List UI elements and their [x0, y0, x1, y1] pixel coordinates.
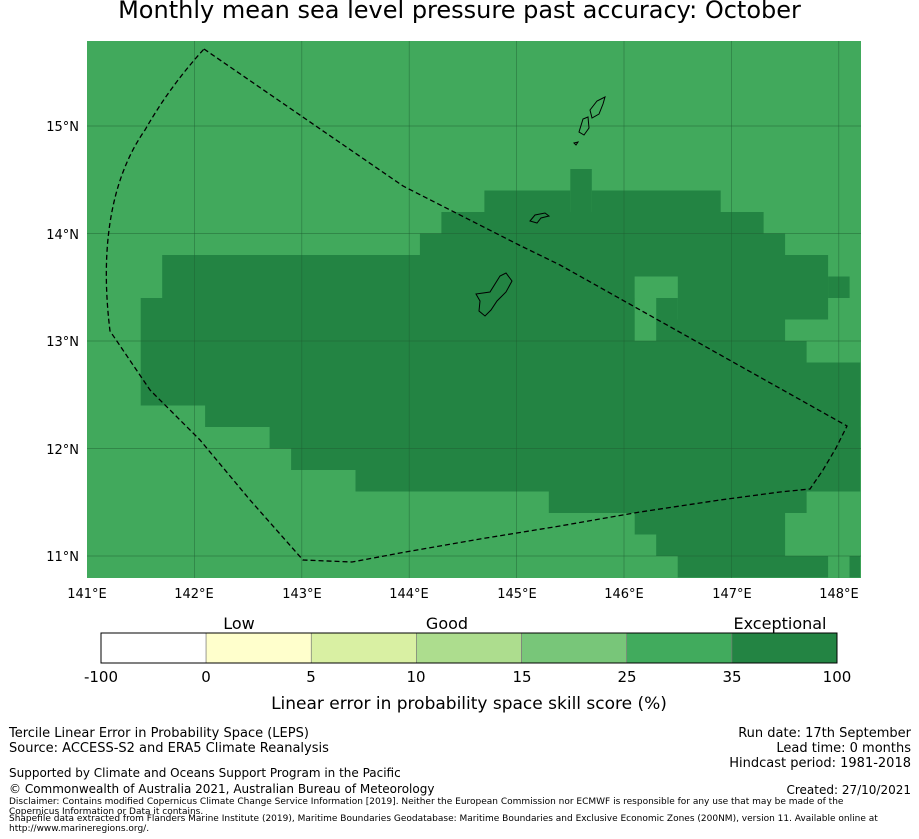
island-rota — [529, 212, 551, 224]
skill-cell-exceptional — [205, 405, 861, 427]
skill-cell-exceptional — [441, 212, 764, 234]
skill-cell-exceptional — [591, 190, 721, 212]
shapefile-text: Shapefile data extracted from Flanders M… — [9, 814, 878, 834]
skill-cell-exceptional — [140, 384, 861, 406]
skill-cell-exceptional — [677, 298, 829, 320]
skill-cell-exceptional — [570, 169, 592, 212]
lon-label: 144°E — [389, 587, 429, 602]
method-text: Tercile Linear Error in Probability Spac… — [9, 726, 309, 741]
skill-cell-exceptional — [634, 513, 786, 535]
created-date: Created: 27/10/2021 — [786, 783, 911, 797]
skill-cell-exceptional — [677, 556, 829, 578]
lon-label: 147°E — [712, 587, 752, 602]
copyright-text: © Commonwealth of Australia 2021, Austra… — [9, 782, 435, 796]
skill-cell-exceptional — [677, 276, 829, 298]
island-aguijan — [573, 141, 580, 146]
lon-label: 148°E — [819, 587, 859, 602]
colorbar-segment — [100, 632, 207, 664]
lat-label: 11°N — [46, 550, 79, 565]
lead-time: Lead time: 0 months — [776, 741, 911, 756]
run-date: Run date: 17th September — [738, 726, 911, 741]
skill-cell-exceptional — [162, 255, 829, 277]
skill-cell-exceptional — [140, 341, 807, 363]
skill-cell-exceptional — [355, 470, 861, 492]
colorbar-segment — [731, 632, 838, 664]
colorbar-segment — [310, 632, 417, 664]
skill-cell-exceptional — [140, 298, 635, 320]
island-guam — [475, 272, 513, 317]
lon-label: 143°E — [282, 587, 322, 602]
colorbar-tick: -100 — [84, 668, 118, 686]
colorbar-segment — [416, 632, 522, 664]
supported-text: Supported by Climate and Oceans Support … — [9, 766, 401, 780]
colorbar-tick: 0 — [201, 668, 211, 686]
source-text: Source: ACCESS-S2 and ERA5 Climate Reana… — [9, 741, 329, 756]
skill-cell-exceptional — [269, 427, 861, 449]
lon-label: 142°E — [174, 587, 214, 602]
category-good: Good — [426, 614, 468, 633]
lat-label: 15°N — [46, 120, 79, 135]
colorbar-segment — [521, 632, 627, 664]
skill-cell-exceptional — [849, 556, 861, 578]
skill-cell-exceptional — [548, 491, 807, 513]
skill-cell-exceptional — [419, 233, 786, 255]
lat-label: 14°N — [46, 228, 79, 243]
skill-cell-exceptional — [162, 276, 635, 298]
skill-cell-exceptional — [140, 319, 635, 341]
colorbar-segments — [100, 632, 838, 664]
lon-label: 145°E — [497, 587, 537, 602]
colorbar-tick: 100 — [823, 668, 852, 686]
colorbar-tick: 10 — [406, 668, 425, 686]
colorbar-segment — [626, 632, 733, 664]
skill-cell-exceptional — [656, 319, 786, 341]
colorbar-segment — [205, 632, 312, 664]
colorbar-tick: 5 — [306, 668, 316, 686]
category-exceptional: Exceptional — [734, 614, 827, 633]
graticule — [87, 41, 861, 578]
hindcast-period: Hindcast period: 1981-2018 — [729, 756, 911, 771]
map-title: Monthly mean sea level pressure past acc… — [118, 0, 801, 24]
islands — [475, 96, 606, 317]
skill-cell-good — [634, 298, 657, 320]
skill-cell-good — [634, 276, 678, 298]
skill-cell-exceptional — [484, 190, 571, 212]
skill-cell-exceptional — [656, 534, 786, 556]
colorbar: Low Good Exceptional -100 0 5 10 15 25 3… — [84, 614, 851, 714]
island-tinian — [578, 116, 590, 136]
lon-label: 141°E — [67, 587, 107, 602]
colorbar-frame — [100, 632, 838, 664]
colorbar-tick: 25 — [617, 668, 636, 686]
colorbar-label: Linear error in probability space skill … — [271, 694, 667, 714]
lat-label: 12°N — [46, 443, 79, 458]
category-low: Low — [223, 614, 255, 633]
eez-boundary — [105, 48, 848, 563]
disclaimer-text: Disclaimer: Contains modified Copernicus… — [9, 797, 844, 817]
skill-cell-exceptional — [140, 362, 861, 384]
map-panel — [87, 41, 861, 578]
lon-label: 146°E — [604, 587, 644, 602]
lat-label: 13°N — [46, 335, 79, 350]
colorbar-tick: 15 — [512, 668, 531, 686]
colorbar-tick: 35 — [722, 668, 741, 686]
skill-cell-exceptional — [291, 448, 861, 470]
longitude-labels: 141°E 142°E 143°E 144°E 145°E 146°E 147°… — [67, 587, 859, 602]
latitude-labels: 15°N 14°N 13°N 12°N 11°N — [46, 120, 79, 565]
island-saipan — [589, 96, 606, 119]
